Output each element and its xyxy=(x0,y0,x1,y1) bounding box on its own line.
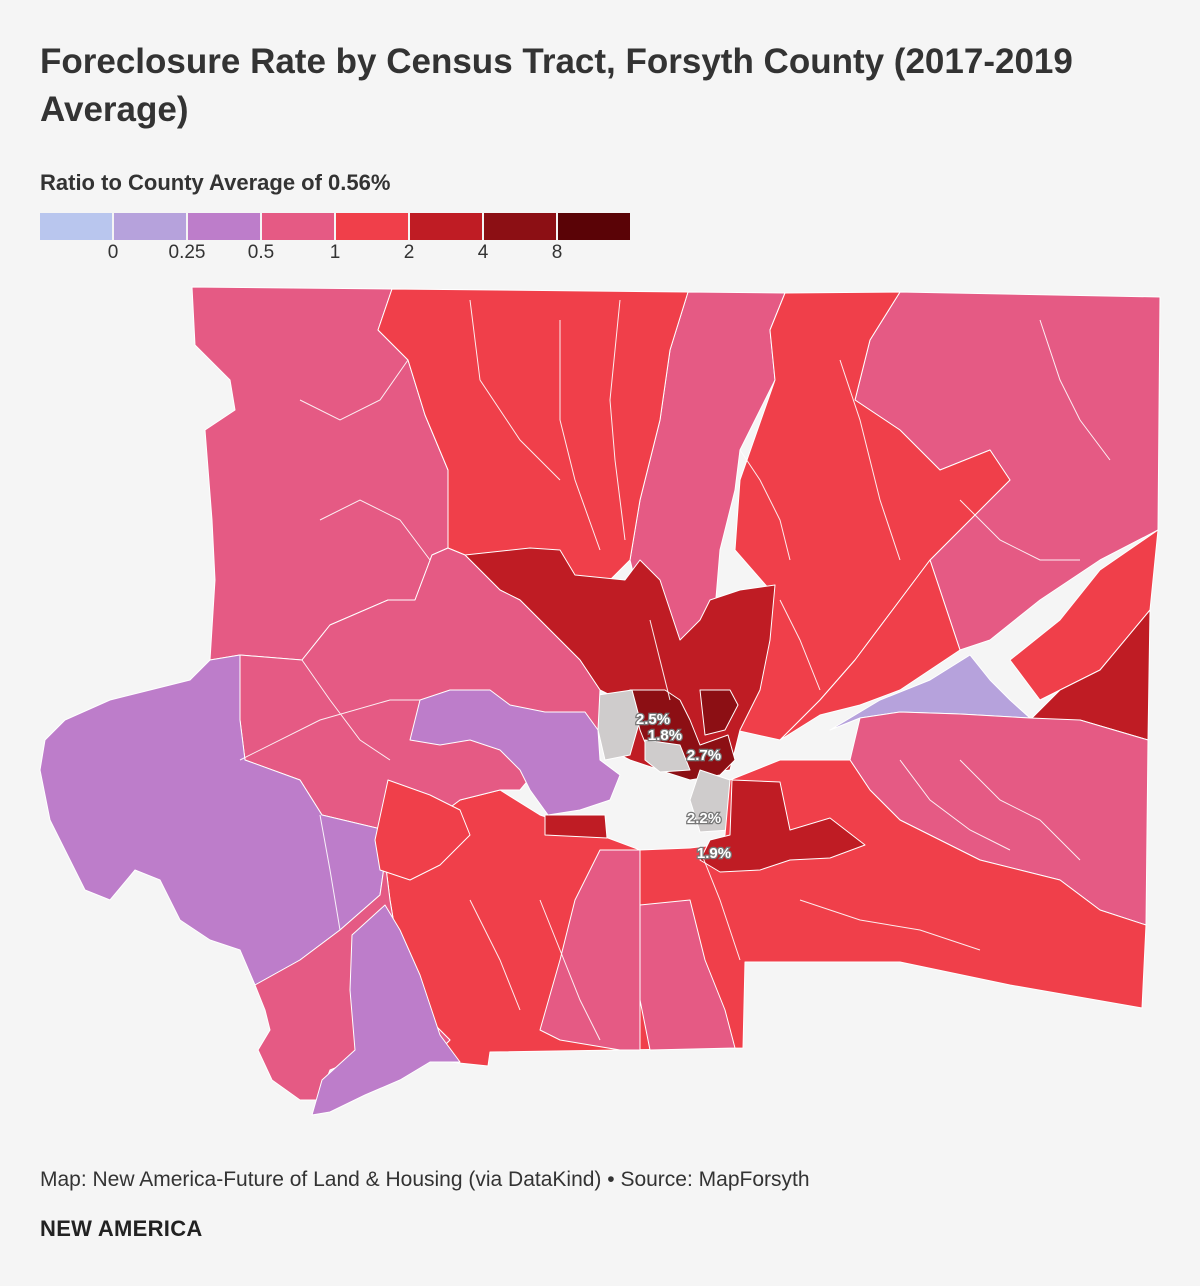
tract-region xyxy=(689,769,731,833)
brand-logo-text: NEW AMERICA xyxy=(40,1216,203,1241)
tract-region xyxy=(699,689,739,736)
legend-tick-label: 2 xyxy=(403,242,415,263)
tract-region xyxy=(644,739,691,773)
tract-rate-label: 2.2% xyxy=(687,810,721,827)
tract-region xyxy=(639,899,736,1051)
tract-rate-label: 2.7% xyxy=(687,747,721,764)
source-credit: Map: New America-Future of Land & Housin… xyxy=(40,1168,810,1191)
tract-rate-label: 2.5% xyxy=(636,711,670,728)
tract-region xyxy=(544,814,608,839)
county-map: 2.5% 1.8% 2.7% 2.2% 1.9% xyxy=(39,286,1161,1116)
tract-rate-label: 1.8% xyxy=(648,727,682,744)
legend-title: Ratio to County Average of 0.56% xyxy=(40,170,391,195)
legend-swatch xyxy=(484,213,556,240)
tract-region xyxy=(39,654,386,986)
tract-rate-label: 1.9% xyxy=(697,845,731,862)
legend-tick-label: 0.5 xyxy=(247,242,275,263)
legend-swatch xyxy=(188,213,260,240)
chart-title: Foreclosure Rate by Census Tract, Forsyt… xyxy=(40,42,1073,129)
legend-tick-label: 1 xyxy=(329,242,341,263)
legend-tick-label: 4 xyxy=(477,242,489,263)
tract-region xyxy=(409,689,621,816)
legend-tick-label: 0.25 xyxy=(168,242,206,263)
tract-region xyxy=(311,904,461,1116)
legend-swatch xyxy=(114,213,186,240)
legend-tick-label: 0 xyxy=(107,242,119,263)
legend-swatch xyxy=(410,213,482,240)
legend-color-scale xyxy=(40,213,632,240)
legend-tick-label: 8 xyxy=(551,242,563,263)
legend-swatch xyxy=(336,213,408,240)
legend-swatch xyxy=(262,213,334,240)
legend-swatch xyxy=(40,213,112,240)
tract-region xyxy=(374,779,471,881)
tract-region xyxy=(699,779,866,873)
legend-swatch xyxy=(558,213,630,240)
tract-region xyxy=(779,559,961,741)
